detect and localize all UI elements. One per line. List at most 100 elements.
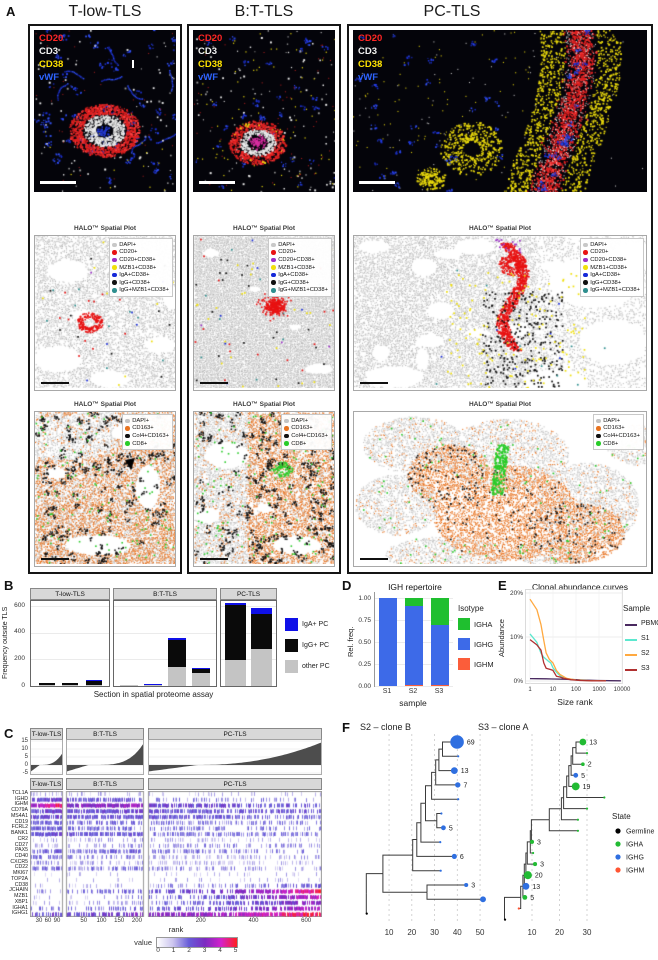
legend-dot-icon [583,280,588,286]
legend-label: IgA+CD38+ [278,272,309,279]
x-tick-label: 50 [476,928,485,937]
tree-edge [416,822,421,840]
node-size-label: 3 [537,839,541,846]
node-size-label: 5 [530,895,534,902]
bar-segment-other-PC [192,672,210,686]
legend-dot-icon [615,841,621,847]
tree-edge [382,854,413,874]
colorbar-tick-label: 1 [171,947,176,954]
legend-entry: CD20+ [271,249,328,257]
legend-entry: CD20+ [583,249,640,257]
legend-label: MZB1+CD38+ [590,264,628,271]
x-tick-label: 200 [131,918,142,924]
legend-dot-icon [125,433,130,439]
legend-label: MZB1+CD38+ [119,264,157,271]
tree-node-ighg [451,853,457,859]
x-tick-label: 40 [453,928,462,937]
legend-swatch-igha [458,618,470,630]
tree-edge [365,893,367,915]
stacked-bar [38,601,55,686]
bar-segment-IgG-PC [250,613,272,649]
facet-strip: T-low-TLS [30,588,110,600]
stain-label-vwf: vWF [358,72,379,83]
node-size-label: 19 [583,784,591,791]
legend-entry: DAPI+ [596,417,640,425]
legend-entry: CD20+CD38+ [583,256,640,264]
y-tick-label: 20% [509,589,523,597]
tree-edge [438,748,443,760]
e-x-axis-label: Size rank [557,697,593,707]
gridline [31,606,109,607]
gene-label: CD27 [14,841,28,848]
gene-label: CD19 [14,818,28,825]
bar-segment-IgA-PC [250,607,272,614]
legend-swatch [285,639,298,652]
legend-dot-icon [596,426,601,431]
column-title-bt-tls: B:T-TLS [234,3,294,20]
legend-label: CD20+ [119,249,138,256]
legend-entry: IgA+CD38+ [271,271,328,279]
x-tick-label: S1 [382,688,392,695]
tree-node-igha [581,762,585,767]
halo-macrophage-plot-tlow: DAPI+ CD163+ Col4+CD163+ CD8+ [34,411,176,567]
gene-label: MKI67 [13,870,28,877]
legend-label: IgG+MZB1+CD38+ [119,287,169,294]
tree-edge [566,786,605,798]
halo-macrophage-legend: DAPI+ CD163+ Col4+CD163+ CD8+ [593,414,644,451]
y-tick-label: 600 [14,601,25,609]
panel-label-d: D [342,578,352,593]
x-tick-label: 10 [385,928,394,937]
x-tick-label: 20 [555,928,564,937]
legend-label: IgG+ PC [302,642,330,649]
heatmap-canvas [30,791,322,917]
halo-macrophage-plot-pc: DAPI+ CD163+ Col4+CD163+ CD8+ [353,411,647,567]
series-line-s3 [529,639,606,682]
x-tick-label: S3 [434,688,444,695]
x-tick-label: 150 [114,918,125,924]
legend-entry: Col4+CD163+ [125,432,169,440]
scale-bar [360,381,388,384]
stacked-bar [192,601,210,686]
legend-label: CD163+ [291,425,313,432]
legend-dot-icon [125,418,130,424]
legend-dot-icon [271,265,276,270]
bar-segment-ighg [405,606,423,685]
legend-label: DAPI+ [119,241,137,248]
legend-swatch-ighg [458,638,470,650]
legend-dot-icon [112,265,117,270]
tree-edge [382,873,427,893]
colorbar-tick-label: 0 [156,947,160,954]
tree-edge [568,765,572,776]
tree-node-ighg [440,812,443,815]
legend-label: IgG+CD38+ [590,279,622,286]
b-x-axis-label: Section in spatial proteome assay [93,690,214,699]
legend-dot-icon [583,265,588,270]
y-tick-label: 1.00 [358,594,371,602]
node-size-label: 5 [581,773,585,780]
legend-entry: CD20+CD38+ [112,256,169,264]
bar-segment-IgG-PC [85,680,102,685]
legend-swatch-ighm [458,658,470,670]
legend-entry: MZB1+CD38+ [583,264,640,272]
legend-entry: DAPI+ [284,417,328,425]
legend-dot-icon [112,250,117,255]
column-title-pc-tls: PC-TLS [423,3,481,20]
legend-label: IGHA [626,842,643,849]
facet-strip: B:T-TLS [66,778,144,790]
bar-segment-IgG-PC [192,669,210,673]
legend-dot-icon [112,242,117,248]
tree-edge [431,785,459,800]
legend-entry: CD163+ [596,425,640,433]
stain-label-vwf: vWF [198,72,219,83]
tree-edge [416,839,455,857]
gene-label: XBP1 [14,898,28,905]
tree-edge [365,873,383,894]
bar-segment-ighg [431,625,449,685]
legend-label: DAPI+ [291,417,309,424]
tree-node-ighg [439,841,442,844]
y-tick-label: 200 [14,654,25,662]
legend-label: IGHG [474,640,494,649]
legend-label: IGHG [626,855,644,862]
legend-dot-icon [271,280,276,286]
